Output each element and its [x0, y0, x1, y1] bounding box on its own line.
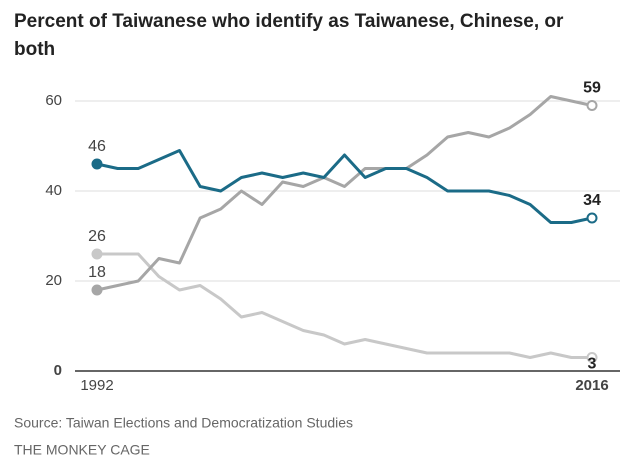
- data-label: 34: [583, 192, 601, 209]
- source: Source: Taiwan Elections and Democratiza…: [14, 415, 353, 431]
- x-tick-label: 1992: [80, 377, 113, 394]
- data-label: 46: [88, 138, 106, 155]
- data-label: 3: [588, 356, 597, 373]
- series-line: [96, 149, 593, 224]
- y-tick-label: 0: [54, 362, 62, 379]
- y-tick-label: 40: [45, 182, 62, 199]
- end-point: [586, 352, 598, 363]
- end-point: [91, 248, 103, 260]
- end-point: [586, 212, 598, 224]
- end-point: [586, 100, 598, 111]
- y-tick-label: 20: [45, 272, 62, 289]
- x-tick-label: 2016: [575, 377, 608, 394]
- data-label: 26: [88, 228, 106, 245]
- credit: THE MONKEY CAGE: [14, 442, 150, 458]
- chart-title: Percent of Taiwanese who identify as Tai…: [14, 11, 564, 32]
- chart-title: both: [14, 39, 55, 60]
- y-tick-label: 60: [45, 92, 62, 109]
- series-line: [97, 252, 592, 359]
- end-point: [91, 158, 103, 170]
- data-label: 18: [88, 264, 106, 281]
- end-point: [91, 284, 103, 296]
- series-line: [96, 95, 593, 292]
- data-label: 59: [583, 80, 601, 97]
